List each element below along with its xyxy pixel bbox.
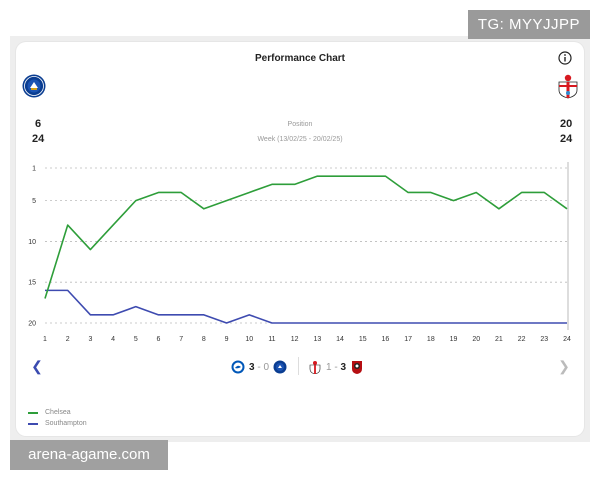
x-tick-label: 11: [268, 336, 275, 343]
x-tick-label: 9: [225, 336, 229, 343]
x-tick-label: 20: [472, 336, 480, 343]
x-tick-label: 22: [518, 336, 526, 343]
legend-swatch-chelsea: [28, 411, 38, 414]
x-tick-label: 24: [563, 336, 571, 343]
right-team-total: 24: [560, 133, 573, 145]
bournemouth-crest-icon: [352, 361, 363, 374]
x-tick-label: 13: [313, 336, 321, 343]
week-range-label: Week (13/02/25 - 20/02/25): [257, 136, 343, 143]
match-1-home-score: 3: [249, 361, 255, 373]
info-icon[interactable]: [558, 51, 572, 65]
x-tick-label: 10: [245, 336, 253, 343]
match-1-away-score: 0: [263, 361, 270, 373]
x-tick-label: 5: [134, 336, 138, 343]
left-team-total: 24: [32, 133, 45, 145]
y-tick-label: 1: [32, 166, 36, 173]
match-1-separator: -: [257, 361, 261, 373]
page-title: Performance Chart: [254, 53, 346, 64]
x-tick-label: 3: [88, 336, 92, 343]
position-label: Position: [287, 121, 313, 128]
right-team-position: 20: [560, 118, 573, 130]
watermark-bottom: arena-agame.com: [10, 440, 168, 470]
chelsea-crest-icon: [22, 74, 46, 98]
match-2-away-score: 3: [340, 361, 347, 373]
x-tick-label: 15: [359, 336, 367, 343]
x-tick-label: 4: [111, 336, 115, 343]
x-tick-label: 7: [179, 336, 183, 343]
legend-swatch-southampton: [28, 422, 38, 425]
chevron-left-icon[interactable]: ❮: [31, 358, 43, 374]
southampton-crest-icon: [558, 74, 578, 99]
x-tick-label: 14: [336, 336, 344, 343]
y-tick-label: 20: [28, 321, 36, 328]
x-tick-label: 19: [450, 336, 458, 343]
watermark-top: TG: MYYJJPP: [467, 10, 590, 39]
match-2-separator: -: [334, 361, 338, 373]
brighton-crest-icon: [231, 360, 245, 374]
legend-label-chelsea: Chelsea: [45, 409, 71, 416]
legend-item-southampton: Southampton: [28, 420, 87, 427]
match-result-1[interactable]: 3 - 0: [231, 358, 287, 376]
series-line-southampton: [45, 289, 567, 324]
performance-card: [16, 42, 584, 436]
x-tick-label: 6: [157, 336, 161, 343]
legend-label-southampton: Southampton: [45, 420, 87, 427]
southampton-crest-icon: [309, 361, 321, 374]
left-team-position: 6: [35, 118, 42, 130]
chelsea-crest-icon: [273, 360, 287, 374]
x-tick-label: 8: [202, 336, 206, 343]
x-tick-label: 18: [427, 336, 435, 343]
chevron-right-icon[interactable]: ❯: [558, 358, 570, 374]
y-tick-label: 10: [28, 239, 36, 246]
legend-item-chelsea: Chelsea: [28, 409, 71, 416]
x-tick-label: 2: [66, 336, 70, 343]
x-tick-label: 16: [382, 336, 390, 343]
x-tick-label: 12: [291, 336, 299, 343]
match-2-home-score: 1: [326, 361, 332, 373]
x-tick-label: 17: [404, 336, 412, 343]
x-tick-label: 23: [540, 336, 548, 343]
y-tick-label: 5: [32, 198, 36, 205]
y-tick-label: 15: [28, 280, 36, 287]
x-tick-label: 21: [495, 336, 503, 343]
series-line-chelsea: [44, 175, 568, 299]
match-result-2[interactable]: 1 - 3: [308, 358, 364, 376]
x-tick-label: 1: [43, 336, 47, 343]
match-divider: [298, 357, 299, 375]
